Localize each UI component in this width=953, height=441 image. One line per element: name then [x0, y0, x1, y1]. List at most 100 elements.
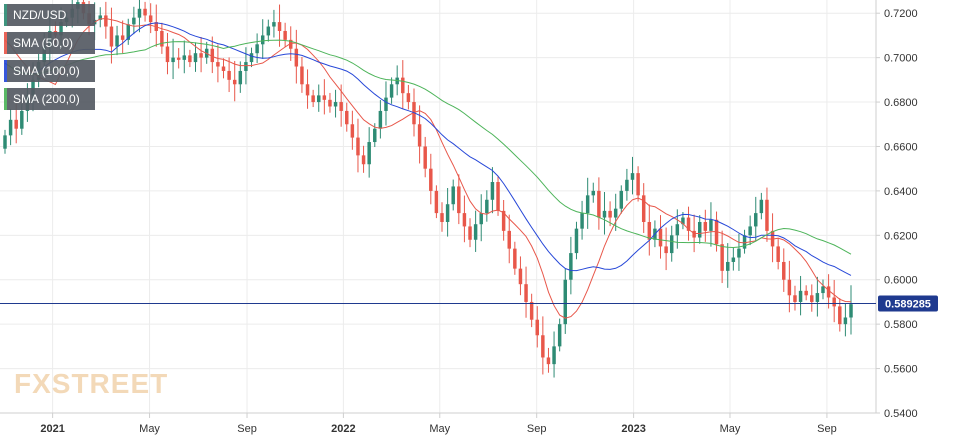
candle-body [176, 57, 181, 60]
candle-body [541, 335, 545, 358]
candle-body [232, 79, 237, 85]
candle-body [277, 22, 282, 31]
candle-body [479, 213, 483, 225]
legend-item-sma100[interactable]: SMA (100,0) [4, 60, 95, 82]
legend-item-sma50[interactable]: SMA (50,0) [4, 32, 95, 54]
candle-body [473, 224, 478, 240]
candle-body [518, 268, 523, 285]
y-tick-label: 0.6400 [884, 186, 918, 198]
candle-body [810, 295, 814, 302]
candle-body [546, 357, 551, 365]
candle-body [490, 182, 495, 200]
candle-body [244, 62, 248, 71]
legend-swatch-sma50 [4, 32, 7, 54]
candle-body [8, 119, 13, 136]
candle-body [754, 213, 758, 227]
current-price-label: 0.589285 [885, 299, 931, 311]
candle-body [451, 186, 455, 205]
candle-body [104, 15, 108, 27]
candle-body [557, 324, 562, 347]
candle-body [216, 62, 220, 67]
legend-item-sma200[interactable]: SMA (200,0) [4, 88, 95, 110]
candle-body [182, 55, 187, 60]
x-tick-label: Sep [237, 423, 257, 435]
y-tick-label: 0.6000 [884, 275, 918, 287]
candle-body [709, 219, 713, 231]
candle-body [266, 26, 271, 36]
candle-body [249, 53, 254, 63]
y-tick-label: 0.5600 [884, 364, 918, 376]
candle-body [686, 217, 691, 231]
candle-body [787, 279, 792, 296]
candle-body [345, 110, 349, 125]
candle-body [272, 22, 276, 27]
candle-body [580, 213, 584, 229]
x-tick-label: Sep [527, 423, 547, 435]
y-tick-label: 0.6800 [884, 97, 918, 109]
candle-body [748, 226, 752, 236]
candle-body [367, 142, 371, 165]
candle-body [126, 24, 130, 40]
y-tick-label: 0.6200 [884, 230, 918, 242]
candle-body [165, 46, 170, 63]
candle-body [98, 15, 102, 20]
candle-body [305, 84, 310, 96]
y-tick-label: 0.7000 [884, 53, 918, 65]
candle-body [221, 66, 226, 71]
candle-body [132, 17, 136, 25]
candle-body [703, 221, 708, 231]
candle-body [552, 346, 556, 365]
x-tick-label: 2022 [331, 423, 355, 435]
candle-body [737, 248, 741, 258]
x-tick-label: 2021 [40, 423, 64, 435]
candle-body [776, 246, 780, 262]
candle-body [137, 8, 142, 18]
candle-body [591, 190, 596, 196]
candle-body [339, 102, 343, 111]
candle-body [815, 293, 820, 302]
candle-body [602, 210, 607, 218]
y-tick-label: 0.6600 [884, 141, 918, 153]
candle-body [148, 15, 153, 23]
candle-body [109, 26, 114, 47]
legend-item-nzdusd[interactable]: NZD/USD [4, 4, 95, 26]
candle-body [445, 204, 450, 222]
legend-swatch-sma200 [4, 88, 7, 110]
candle-body [31, 79, 35, 96]
candle-body [42, 46, 46, 63]
candle-body [238, 70, 243, 85]
candle-body [501, 210, 506, 231]
candle-body [669, 235, 674, 254]
candle-body [613, 208, 618, 218]
candle-body [210, 48, 215, 63]
candle-body [171, 57, 175, 63]
candle-body [401, 77, 405, 94]
candle-body [619, 190, 624, 209]
candle-body [647, 221, 652, 240]
candle-body [793, 295, 797, 302]
candle-body [585, 195, 590, 214]
candle-body [350, 124, 355, 138]
legend-swatch-sma100 [4, 60, 7, 82]
candle-body [462, 213, 467, 227]
candle-body [384, 97, 388, 111]
x-tick-label: May [429, 423, 450, 435]
candle-body [373, 128, 377, 143]
candle-body [283, 30, 287, 40]
current-price-badge [878, 295, 938, 312]
x-tick-label: May [139, 423, 160, 435]
candle-body [658, 228, 663, 247]
y-tick-label: 0.5400 [884, 408, 918, 420]
candle-body [14, 119, 18, 129]
candle-body [227, 70, 231, 80]
legend-label-sma100: SMA (100,0) [13, 64, 80, 78]
candle-body [496, 182, 500, 211]
sma-200-line [4, 39, 852, 255]
candle-body [843, 317, 848, 325]
candle-body [731, 257, 736, 262]
candle-body [563, 279, 568, 325]
candle-body [832, 297, 836, 307]
candle-body [322, 95, 327, 100]
candle-body [317, 95, 321, 103]
